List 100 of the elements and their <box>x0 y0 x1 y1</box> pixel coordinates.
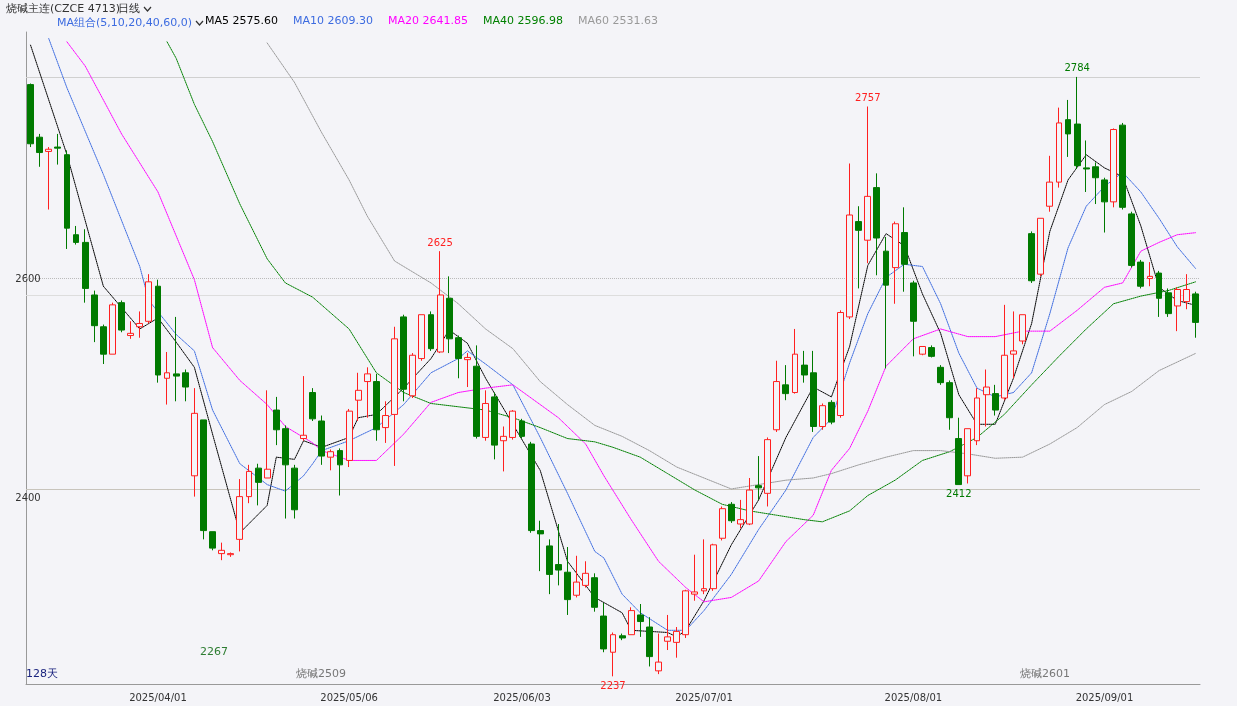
text: MA40 2596.98 <box>482 13 563 27</box>
candlestick <box>946 379 953 431</box>
candlestick <box>191 387 198 498</box>
candlestick <box>236 478 243 552</box>
candlestick <box>118 299 125 333</box>
candlestick <box>573 555 580 598</box>
candlestick <box>883 236 889 369</box>
candlestick <box>309 387 316 422</box>
annotation: 128天 <box>26 667 58 680</box>
candlestick <box>355 372 362 422</box>
chart-title: 烧碱主连(CZCE 4713) <box>6 1 120 16</box>
candlestick <box>1046 155 1053 213</box>
candlestick <box>964 428 971 484</box>
candlestick <box>837 309 844 419</box>
candlestick <box>1128 211 1135 269</box>
candlestick <box>1165 287 1172 318</box>
candlestick <box>1119 122 1126 211</box>
candlestick <box>500 425 507 472</box>
candlestick <box>373 373 380 442</box>
candlestick <box>318 415 325 466</box>
candlestick <box>873 172 880 276</box>
candlestick <box>227 552 234 558</box>
candlestick <box>600 602 607 653</box>
candlestick <box>364 366 371 419</box>
candlestick <box>1156 270 1162 318</box>
candlestick <box>782 364 789 401</box>
candlestick <box>1065 99 1071 158</box>
candlestick <box>819 402 826 431</box>
line-series <box>266 42 1196 490</box>
candlestick <box>937 364 944 386</box>
candlestick <box>655 633 662 675</box>
candlestick <box>992 384 999 417</box>
candlestick <box>1092 161 1099 205</box>
candlestick <box>327 449 334 471</box>
x-tick-label: 2025/06/03 <box>493 691 551 703</box>
candlestick <box>54 133 61 166</box>
x-tick-label: 2025/07/01 <box>675 691 733 703</box>
candlestick <box>1074 76 1081 170</box>
candlestick <box>901 206 908 293</box>
candlestick <box>36 133 43 168</box>
candlestick <box>446 275 453 354</box>
candlestick <box>136 310 143 339</box>
candlestick <box>255 463 262 506</box>
candlestick <box>400 314 407 402</box>
candlestick <box>173 316 180 402</box>
candlestick <box>409 352 416 399</box>
candlestick <box>1147 261 1153 287</box>
candlestick <box>810 350 817 433</box>
candlestick <box>1028 230 1035 284</box>
candlestick <box>846 163 853 320</box>
candlestick <box>1019 314 1026 345</box>
candlestick <box>164 351 170 406</box>
annotation: 2757 <box>855 92 881 104</box>
candlestick <box>155 279 161 384</box>
candlestick <box>282 424 289 520</box>
candlestick <box>564 546 571 616</box>
candlestick <box>1192 291 1199 339</box>
candlestick <box>82 228 89 304</box>
candlestick <box>519 418 525 440</box>
candlestick <box>801 350 808 384</box>
candlestick <box>200 419 207 540</box>
candlestick <box>1174 286 1181 332</box>
annotation: 2267 <box>200 645 228 658</box>
y-tick-label: 2600 <box>15 273 41 285</box>
candlestick <box>764 436 771 507</box>
candlestick <box>337 447 343 497</box>
candlestick <box>418 314 425 362</box>
candlestick <box>710 543 717 592</box>
candlestick <box>582 560 589 589</box>
text: MA5 2575.60 <box>205 13 278 27</box>
candlestick <box>691 554 698 602</box>
candlestick <box>246 464 252 504</box>
candlestick <box>491 392 498 460</box>
annotation: 2237 <box>600 679 626 691</box>
candlestick <box>682 589 689 639</box>
candlestick <box>1001 304 1008 401</box>
candlestick <box>528 441 535 534</box>
candlestick <box>1083 139 1090 193</box>
candlestick <box>864 106 871 264</box>
candlestick <box>482 389 489 442</box>
candlestick <box>955 417 962 486</box>
candlestick <box>64 149 70 250</box>
candlestick <box>45 146 52 211</box>
candlestick <box>182 369 189 402</box>
candlestick <box>91 290 98 343</box>
candlestick <box>619 633 626 641</box>
candlestick <box>346 408 353 468</box>
candlestick <box>637 603 644 638</box>
candlestick <box>910 280 917 357</box>
x-tick-label: 2025/05/06 <box>320 691 378 703</box>
candlestick <box>974 387 980 446</box>
x-tick-label: 2025/09/01 <box>1075 691 1134 703</box>
candlestick <box>382 400 389 444</box>
candlestick <box>546 538 553 595</box>
candlestick <box>610 632 616 677</box>
candlestick <box>892 221 899 305</box>
candlestick <box>664 614 671 651</box>
candlestick <box>437 250 444 354</box>
candlestick <box>73 225 79 246</box>
text: MA60 2531.63 <box>577 13 658 27</box>
